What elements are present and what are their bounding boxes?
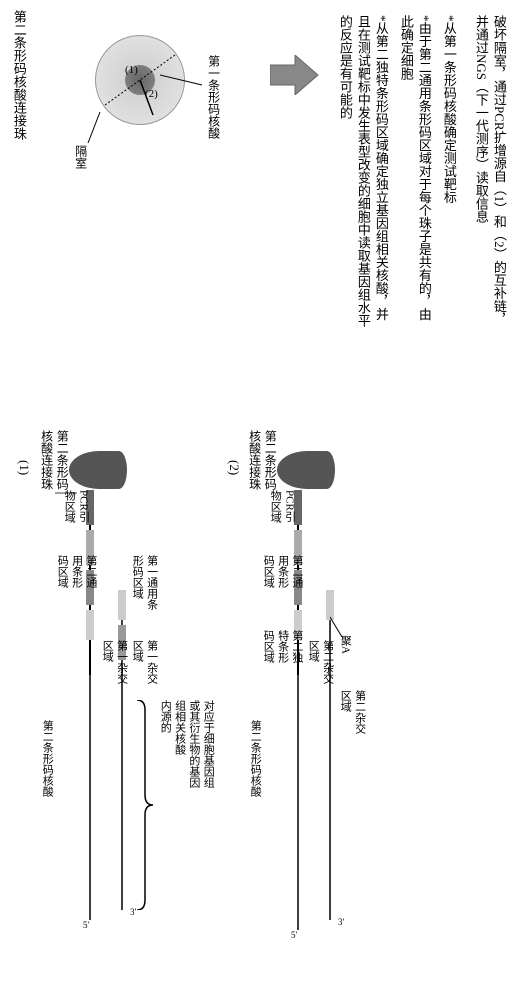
bead2-lower-line	[283, 675, 313, 935]
bead2-polyA-leader	[330, 615, 345, 640]
right-bullet3c: 的反应是有可能的	[336, 15, 353, 455]
bead1-lower-line	[75, 675, 105, 925]
right-text-line2: 并通过NGS（下一代测序）读取信息	[472, 15, 489, 455]
row1-num: (1)	[15, 460, 32, 475]
bead1-brace	[135, 700, 155, 910]
bead2-universal: 第二通 用条形 码区域	[261, 555, 304, 588]
process-arrow	[270, 55, 320, 95]
bead2-right-lower: 第二杂交 区域	[338, 690, 367, 734]
circle-num1: (1)	[125, 64, 138, 76]
bead2-bottom: 第二条形码核酸	[248, 720, 262, 797]
row2-num: (2)	[225, 460, 242, 475]
leader1	[55, 488, 80, 498]
title-second-barcode-bead: 第二条形码核酸连接珠	[10, 10, 27, 140]
bead1-bottom: 第二条形码核酸	[40, 720, 54, 797]
bead1-brace-label: 对应于细胞基因组 或其衍生物的基因 组相关核酸 内源的	[158, 700, 215, 788]
right-bullet1: *从第一条形码核酸确定测试靶标	[440, 15, 457, 455]
row1-left-label: 第二条形码 核酸连接珠	[38, 430, 69, 490]
first-barcode-label: 第一条形码核酸	[205, 55, 221, 139]
right-bullet3a: *从第二独特条形码区域确定独立基因组相关核酸，并	[372, 15, 389, 475]
bead2-hybrid2: 第二杂交 区域	[306, 640, 335, 684]
compartment-leader	[85, 110, 105, 145]
right-bullet2b: 此确定细胞	[397, 15, 414, 455]
first-barcode-leader	[160, 60, 205, 90]
right-bullet2a: *由于第二通用条形码区域对于每个珠子是共有的，由	[415, 15, 432, 475]
bead1-right-lower: 第一杂交 区域	[130, 640, 159, 684]
bead2-pcr: PCR引 物区域	[268, 490, 297, 523]
svg-text:3': 3'	[338, 917, 345, 927]
compartment-label: 隔室	[72, 145, 88, 169]
circle-num2: (2)	[145, 88, 158, 100]
bead1-hybrid1: 第一杂交 区域	[100, 640, 129, 684]
right-text-line1: 破坏隔室，通过PCR扩增源自（1）和（2）的互补链，	[490, 15, 507, 455]
row2-left-label: 第二条形码 核酸连接珠	[246, 430, 277, 490]
bead1-right-upper: 第一通用条 形码区域	[130, 555, 159, 610]
right-bullet3b: 且在测试靶标中发生表型改变的细胞中读取基因组水平	[354, 15, 371, 475]
bead1-universal: 第二通 用条形 码区域	[55, 555, 98, 588]
bead2-unique: 第二独 特条形 码区域	[261, 630, 304, 663]
